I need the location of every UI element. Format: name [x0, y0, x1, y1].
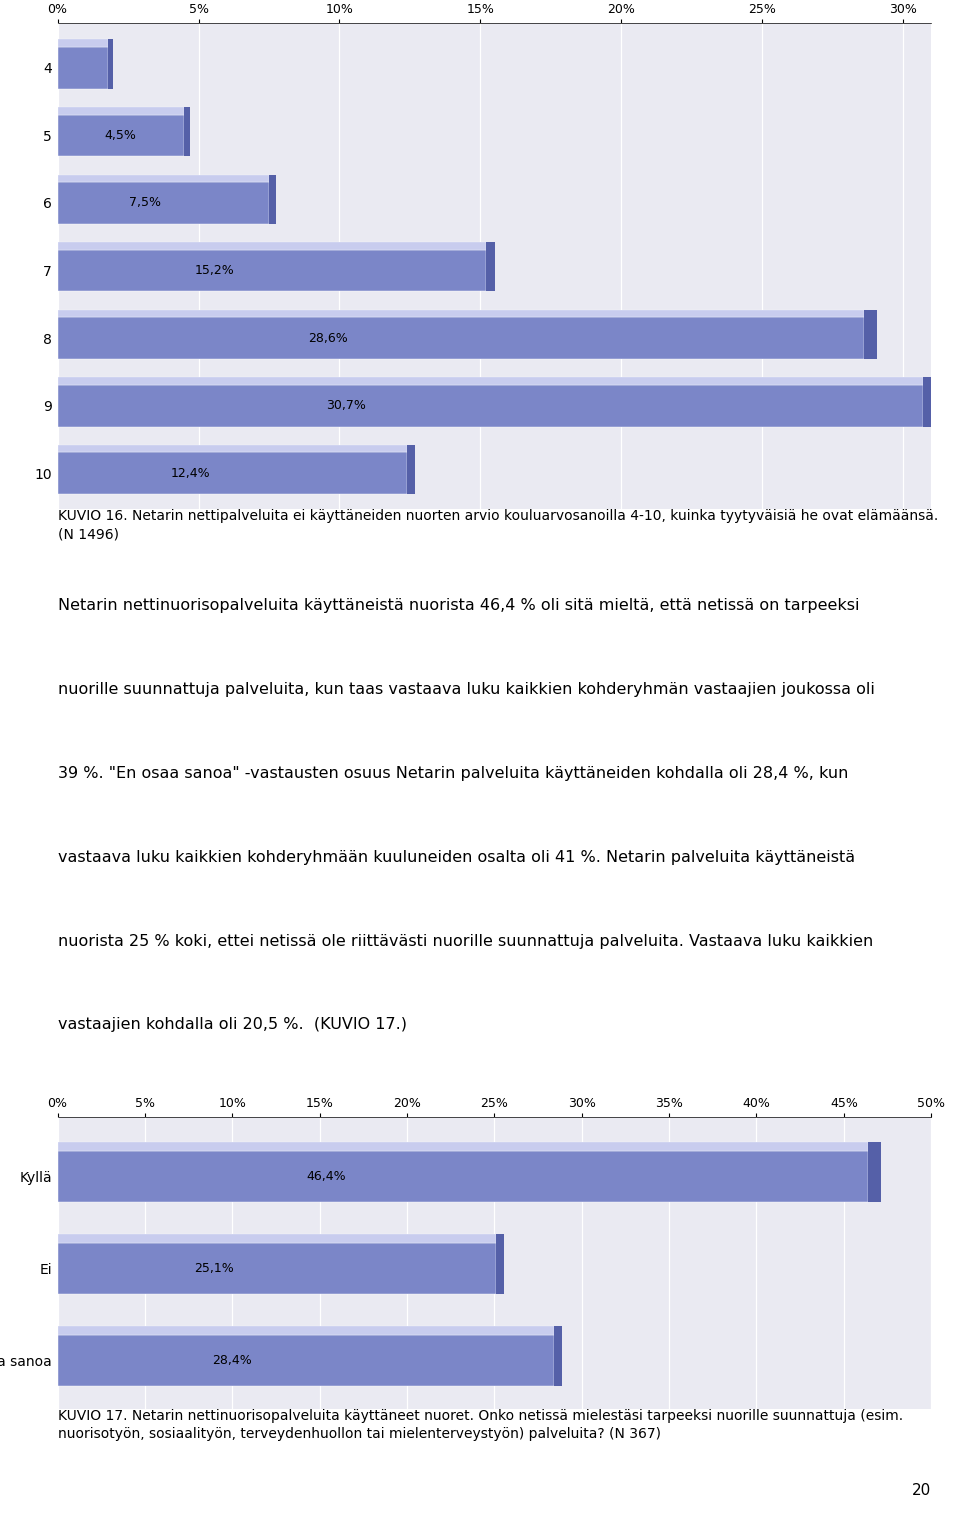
- Text: 39 %. "En osaa sanoa" -vastausten osuus Netarin palveluita käyttäneiden kohdalla: 39 %. "En osaa sanoa" -vastausten osuus …: [58, 767, 848, 780]
- Bar: [864, 310, 877, 359]
- Bar: [58, 40, 108, 47]
- Text: 20: 20: [912, 1483, 931, 1498]
- Bar: [58, 318, 864, 359]
- Bar: [108, 40, 113, 88]
- Bar: [58, 249, 486, 292]
- Bar: [58, 377, 923, 385]
- Text: KUVIO 16. Netarin nettipalveluita ei käyttäneiden nuorten arvio kouluarvosanoill: KUVIO 16. Netarin nettipalveluita ei käy…: [58, 510, 938, 541]
- Bar: [486, 242, 495, 292]
- Text: vastaajien kohdalla oli 20,5 %.  (KUVIO 17.): vastaajien kohdalla oli 20,5 %. (KUVIO 1…: [58, 1018, 407, 1033]
- Bar: [407, 444, 416, 494]
- Bar: [58, 47, 108, 88]
- Bar: [58, 385, 923, 426]
- Text: 25,1%: 25,1%: [195, 1262, 234, 1275]
- Bar: [58, 1326, 554, 1335]
- Text: 46,4%: 46,4%: [306, 1170, 346, 1183]
- Text: 12,4%: 12,4%: [171, 467, 210, 479]
- Text: nuorille suunnattuja palveluita, kun taas vastaava luku kaikkien kohderyhmän vas: nuorille suunnattuja palveluita, kun taa…: [58, 683, 875, 697]
- Bar: [184, 106, 190, 157]
- Bar: [269, 175, 276, 224]
- Bar: [58, 114, 184, 157]
- Bar: [58, 242, 486, 249]
- Bar: [58, 444, 407, 452]
- Bar: [58, 1234, 496, 1243]
- Bar: [58, 183, 269, 224]
- Text: Netarin nettinuorisopalveluita käyttäneistä nuorista 46,4 % oli sitä mieltä, ett: Netarin nettinuorisopalveluita käyttänei…: [58, 598, 859, 613]
- Text: 15,2%: 15,2%: [195, 265, 234, 277]
- Bar: [58, 1151, 868, 1202]
- Bar: [58, 1335, 554, 1386]
- Bar: [496, 1234, 504, 1294]
- Text: 28,4%: 28,4%: [212, 1354, 252, 1367]
- Text: vastaava luku kaikkien kohderyhmään kuuluneiden osalta oli 41 %. Netarin palvelu: vastaava luku kaikkien kohderyhmään kuul…: [58, 850, 854, 865]
- Bar: [58, 175, 269, 183]
- Bar: [58, 1243, 496, 1294]
- Bar: [58, 452, 407, 494]
- Text: nuorista 25 % koki, ettei netissä ole riittävästi nuorille suunnattuja palveluit: nuorista 25 % koki, ettei netissä ole ri…: [58, 934, 873, 949]
- Text: 28,6%: 28,6%: [308, 332, 348, 345]
- Text: 30,7%: 30,7%: [325, 399, 366, 412]
- Bar: [868, 1142, 880, 1202]
- Text: 7,5%: 7,5%: [130, 196, 161, 210]
- Bar: [58, 106, 184, 114]
- Bar: [58, 310, 864, 318]
- Bar: [923, 377, 937, 426]
- Bar: [554, 1326, 563, 1386]
- Text: KUVIO 17. Netarin nettinuorisopalveluita käyttäneet nuoret. Onko netissä mielest: KUVIO 17. Netarin nettinuorisopalveluita…: [58, 1408, 902, 1442]
- Text: 4,5%: 4,5%: [104, 129, 136, 141]
- Bar: [58, 1142, 868, 1151]
